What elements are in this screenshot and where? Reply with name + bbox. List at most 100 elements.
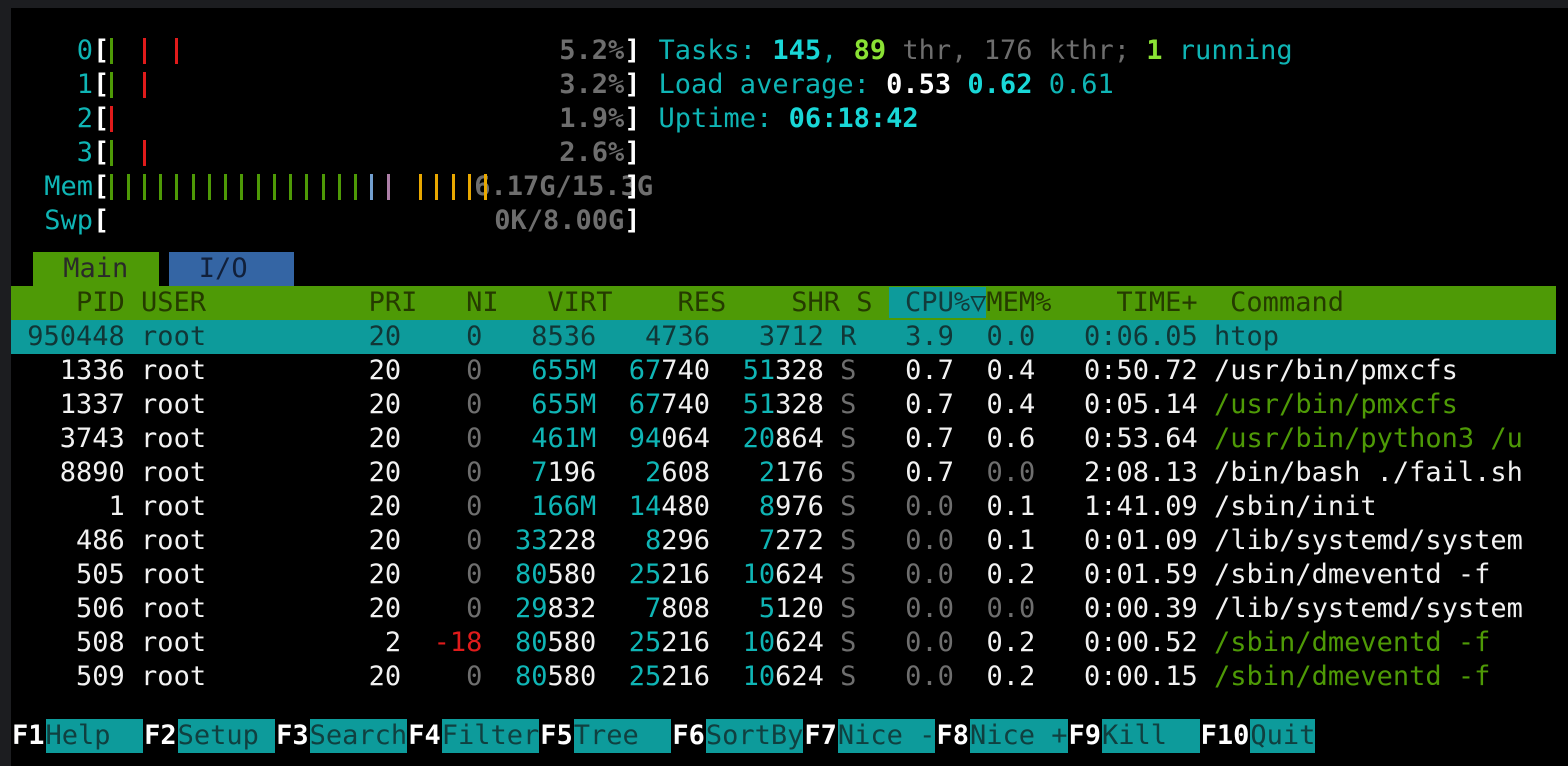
cell-pri: 20 bbox=[352, 525, 402, 556]
table-row[interactable]: 486 root 20 0 33228 8296 7272 S 0.0 0.1 … bbox=[11, 524, 1556, 558]
meter-bar-segment bbox=[110, 72, 114, 98]
table-row[interactable]: 8890 root 20 0 7196 2608 2176 S 0.7 0.0 … bbox=[11, 456, 1556, 490]
cell-virt-pad bbox=[482, 525, 515, 556]
fn-key-f10[interactable]: F10 bbox=[1199, 719, 1251, 753]
process-table: PID USER PRI NI VIRT RES SHR S CPU%▽MEM%… bbox=[11, 286, 1556, 694]
cell-res: 216 bbox=[661, 559, 711, 590]
fn-label-kill[interactable]: Kill bbox=[1102, 719, 1200, 753]
fn-key-f8[interactable]: F8 bbox=[935, 719, 970, 753]
cell-time: 0:05.14 bbox=[1035, 389, 1198, 420]
meter-bar-segment bbox=[435, 174, 439, 200]
table-row[interactable]: 1 root 20 0 166M 14480 8976 S 0.0 0.1 1:… bbox=[11, 490, 1556, 524]
cell-virt: 196 bbox=[547, 457, 597, 488]
cell-ni: 0 bbox=[401, 321, 483, 352]
fn-key-f1[interactable]: F1 bbox=[11, 719, 46, 753]
cell-res-pad bbox=[596, 457, 645, 488]
cell-res: 216 bbox=[661, 627, 711, 658]
meter-row-cpu-1: 1 [ 3.2% ] Load average: 0.53 0.62 0.61 bbox=[11, 68, 1568, 102]
load-15min: 0.61 bbox=[1048, 69, 1114, 100]
cell-virt-high: 33 bbox=[514, 525, 548, 556]
fn-label-search[interactable]: Search bbox=[309, 719, 408, 753]
cell-mem: 0.6 bbox=[953, 423, 1036, 454]
table-row[interactable]: 1336 root 20 0 655M 67740 51328 S 0.7 0.… bbox=[11, 354, 1556, 388]
fn-label-sortby[interactable]: SortBy bbox=[705, 719, 804, 753]
cell-time: 0:06.05 bbox=[1035, 321, 1198, 352]
meters-panel: 0 [ 5.2% ] Tasks: 145, 89 thr, 176 kthr;… bbox=[11, 8, 1568, 238]
cell-shr-high: 7 bbox=[758, 525, 776, 556]
cell-shr-high: 8 bbox=[758, 491, 776, 522]
tasks-running: 1 bbox=[1146, 35, 1163, 66]
swap-bargraph bbox=[109, 208, 474, 234]
fn-key-f5[interactable]: F5 bbox=[539, 719, 574, 753]
cell-cpu: 0.0 bbox=[856, 627, 954, 658]
cell-res: 4736 bbox=[645, 321, 711, 352]
meter-bar-segment bbox=[256, 174, 260, 200]
table-row[interactable]: 950448 root 20 0 8536 4736 3712 R 3.9 0.… bbox=[11, 320, 1556, 354]
tab-io[interactable]: I/O bbox=[168, 252, 295, 286]
cell-shr-high: 51 bbox=[742, 355, 776, 386]
fn-key-f2[interactable]: F2 bbox=[143, 719, 178, 753]
header-right-columns[interactable]: MEM% TIME+ Command bbox=[986, 287, 1344, 318]
cell-virt: 228 bbox=[547, 525, 597, 556]
cpu-2-value: 1.9% bbox=[559, 103, 625, 134]
cell-virt: 8536 bbox=[531, 321, 597, 352]
cell-cpu: 0.7 bbox=[856, 423, 954, 454]
cell-shr-high: 20 bbox=[742, 423, 776, 454]
table-row[interactable]: 509 root 20 0 80580 25216 10624 S 0.0 0.… bbox=[11, 660, 1556, 694]
meter-bar-segment bbox=[240, 174, 244, 200]
cell-mem: 0.1 bbox=[953, 491, 1036, 522]
cell-command: /usr/bin/pmxcfs bbox=[1197, 389, 1458, 420]
cell-res-pad bbox=[596, 627, 629, 658]
meter-bar-segment bbox=[191, 174, 195, 200]
table-row[interactable]: 505 root 20 0 80580 25216 10624 S 0.0 0.… bbox=[11, 558, 1556, 592]
fn-label-nice[interactable]: Nice + bbox=[969, 719, 1068, 753]
load-average-line: Load average: 0.53 0.62 0.61 bbox=[641, 68, 1114, 102]
fn-label-tree[interactable]: Tree bbox=[573, 719, 672, 753]
bracket-close: ] bbox=[624, 35, 641, 66]
cell-pri: 20 bbox=[352, 593, 402, 624]
cell-state: S bbox=[823, 661, 857, 692]
cell-virt: 580 bbox=[547, 627, 597, 658]
fn-key-f7[interactable]: F7 bbox=[803, 719, 838, 753]
bracket-close: ] bbox=[624, 69, 641, 100]
fn-label-help[interactable]: Help bbox=[45, 719, 144, 753]
table-row[interactable]: 508 root 2 -18 80580 25216 10624 S 0.0 0… bbox=[11, 626, 1556, 660]
cell-user: root bbox=[124, 559, 353, 590]
bracket-open: [ bbox=[93, 103, 110, 134]
cell-mem: 0.2 bbox=[953, 627, 1036, 658]
load-1min: 0.53 bbox=[886, 69, 952, 100]
fn-key-f4[interactable]: F4 bbox=[407, 719, 442, 753]
header-sort-column-cpu[interactable]: CPU%▽ bbox=[888, 287, 987, 318]
cell-shr: 120 bbox=[775, 593, 824, 624]
tab-main[interactable]: Main bbox=[33, 252, 159, 286]
table-row[interactable]: 506 root 20 0 29832 7808 5120 S 0.0 0.0 … bbox=[11, 592, 1556, 626]
header-left-columns[interactable]: PID USER PRI NI VIRT RES SHR S bbox=[11, 287, 889, 318]
fn-label-setup[interactable]: Setup bbox=[177, 719, 276, 753]
screen-tabs[interactable]: Main I/O bbox=[11, 252, 1568, 286]
fn-label-quit[interactable]: Quit bbox=[1250, 719, 1316, 753]
mem-value: 6.17G/15.3G bbox=[474, 171, 654, 202]
fn-key-f6[interactable]: F6 bbox=[671, 719, 706, 753]
cell-shr: 624 bbox=[775, 661, 824, 692]
fn-key-f9[interactable]: F9 bbox=[1067, 719, 1103, 753]
cell-pri: 20 bbox=[352, 559, 402, 590]
fn-key-f3[interactable]: F3 bbox=[275, 719, 310, 753]
cpu-3-label: 3 bbox=[76, 137, 93, 168]
function-key-bar[interactable]: F1 Help F2 Setup F3 Search F4 Filter F5 Tree F6… bbox=[11, 719, 1568, 753]
cell-cpu: 0.0 bbox=[856, 559, 954, 590]
table-row[interactable]: 1337 root 20 0 655M 67740 51328 S 0.7 0.… bbox=[11, 388, 1556, 422]
fn-label-nice[interactable]: Nice - bbox=[837, 719, 936, 753]
cell-res-pad bbox=[596, 389, 629, 420]
cell-res-high: 25 bbox=[628, 661, 662, 692]
fn-label-filter[interactable]: Filter bbox=[441, 719, 540, 753]
cell-shr-pad bbox=[710, 661, 743, 692]
load-5min: 0.62 bbox=[967, 69, 1033, 100]
meter-bar-segment bbox=[110, 106, 114, 132]
table-row[interactable]: 3743 root 20 0 461M 94064 20864 S 0.7 0.… bbox=[11, 422, 1556, 456]
process-table-header[interactable]: PID USER PRI NI VIRT RES SHR S CPU%▽MEM%… bbox=[11, 286, 1556, 320]
cell-res: 808 bbox=[661, 593, 711, 624]
uptime-label: Uptime: bbox=[658, 103, 773, 134]
swap-label: Swp bbox=[44, 205, 93, 236]
meter-row-swap: Swp [ 0K/8.00G ] bbox=[11, 204, 1568, 238]
cell-mem: 0.1 bbox=[953, 525, 1036, 556]
